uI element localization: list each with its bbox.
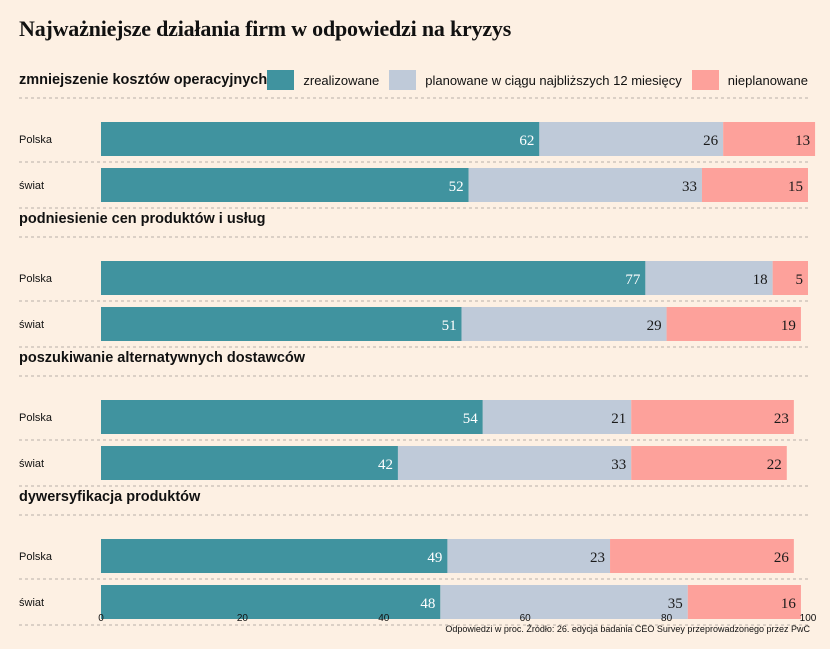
bar-segment-planowane — [482, 400, 632, 434]
x-tick-label: 80 — [661, 613, 673, 624]
data-label: 35 — [668, 596, 683, 612]
row-label: Polska — [19, 551, 53, 563]
bar-segment-nieplanowane — [701, 168, 808, 202]
data-label: 48 — [420, 596, 435, 612]
data-label: 13 — [795, 133, 810, 149]
bar-segment-nieplanowane — [772, 261, 808, 295]
x-tick-label: 20 — [237, 613, 249, 624]
data-label: 62 — [519, 133, 534, 149]
bar-segment-planowane — [539, 122, 724, 156]
data-label: 42 — [378, 457, 393, 473]
data-label: 52 — [449, 179, 464, 195]
bar-segment-zrealizowane — [101, 400, 483, 434]
row-label: świat — [19, 597, 44, 609]
bar-segment-planowane — [397, 446, 632, 480]
chart-title: Najważniejsze działania firm w odpowiedz… — [19, 16, 512, 41]
bar-segment-nieplanowane — [723, 122, 816, 156]
data-label: 77 — [625, 272, 641, 288]
data-label: 49 — [427, 550, 442, 566]
data-label: 26 — [703, 133, 719, 149]
bar-segment-zrealizowane — [101, 122, 540, 156]
bar-segment-planowane — [447, 539, 611, 573]
legend-swatch-nieplanowane — [691, 70, 719, 90]
bar-segment-planowane — [468, 168, 702, 202]
bar-segment-nieplanowane — [666, 307, 801, 341]
bar-segment-planowane — [645, 261, 773, 295]
bar-segment-nieplanowane — [610, 539, 794, 573]
group-title: podniesienie cen produktów i usług — [19, 211, 266, 227]
data-label: 23 — [590, 550, 605, 566]
data-label: 29 — [647, 318, 662, 334]
x-tick-label: 60 — [520, 613, 532, 624]
bar-segment-nieplanowane — [631, 400, 794, 434]
bar-segment-zrealizowane — [101, 307, 462, 341]
bar-segment-planowane — [461, 307, 667, 341]
bar-segment-zrealizowane — [101, 168, 469, 202]
legend-item-planowane: planowane w ciągu najbliższych 12 miesię… — [389, 70, 682, 90]
bar-segment-zrealizowane — [101, 539, 448, 573]
data-label: 33 — [682, 179, 697, 195]
bar-segment-zrealizowane — [101, 585, 441, 619]
data-label: 16 — [781, 596, 797, 612]
legend-label-zrealizowane: zrealizowane — [303, 72, 380, 88]
row-label: świat — [19, 458, 44, 470]
data-label: 22 — [767, 457, 782, 473]
legend-swatch-zrealizowane — [267, 70, 295, 90]
data-label: 15 — [788, 179, 803, 195]
group-title: dywersyfikacja produktów — [19, 489, 201, 505]
data-label: 51 — [442, 318, 457, 334]
row-label: świat — [19, 180, 44, 192]
source-note: Odpowiedzi w proc. Źródło: 26. edycja ba… — [445, 624, 810, 634]
data-label: 23 — [774, 411, 789, 427]
data-label: 18 — [753, 272, 768, 288]
bar-segment-zrealizowane — [101, 261, 646, 295]
bar-segment-zrealizowane — [101, 446, 398, 480]
row-label: Polska — [19, 273, 53, 285]
legend: zrealizowane planowane w ciągu najbliższ… — [257, 70, 808, 90]
data-label: 5 — [796, 272, 804, 288]
group-title: poszukiwanie alternatywnych dostawców — [19, 350, 306, 366]
data-label: 54 — [463, 411, 479, 427]
bar-segment-nieplanowane — [687, 585, 801, 619]
legend-label-nieplanowane: nieplanowane — [727, 72, 808, 88]
legend-item-zrealizowane: zrealizowane — [267, 70, 379, 90]
bar-segment-planowane — [440, 585, 688, 619]
x-tick-label: 0 — [98, 613, 104, 624]
row-label: Polska — [19, 412, 53, 424]
bar-segment-nieplanowane — [631, 446, 787, 480]
x-tick-label: 100 — [800, 613, 817, 624]
row-label: Polska — [19, 134, 53, 146]
data-label: 19 — [781, 318, 796, 334]
group-title: zmniejszenie kosztów operacyjnych — [19, 72, 267, 88]
legend-swatch-planowane — [389, 70, 417, 90]
x-tick-label: 40 — [378, 613, 390, 624]
data-label: 21 — [611, 411, 626, 427]
data-label: 33 — [611, 457, 626, 473]
legend-item-nieplanowane: nieplanowane — [691, 70, 808, 90]
data-label: 26 — [774, 550, 790, 566]
legend-label-planowane: planowane w ciągu najbliższych 12 miesię… — [425, 72, 682, 88]
row-label: świat — [19, 319, 44, 331]
